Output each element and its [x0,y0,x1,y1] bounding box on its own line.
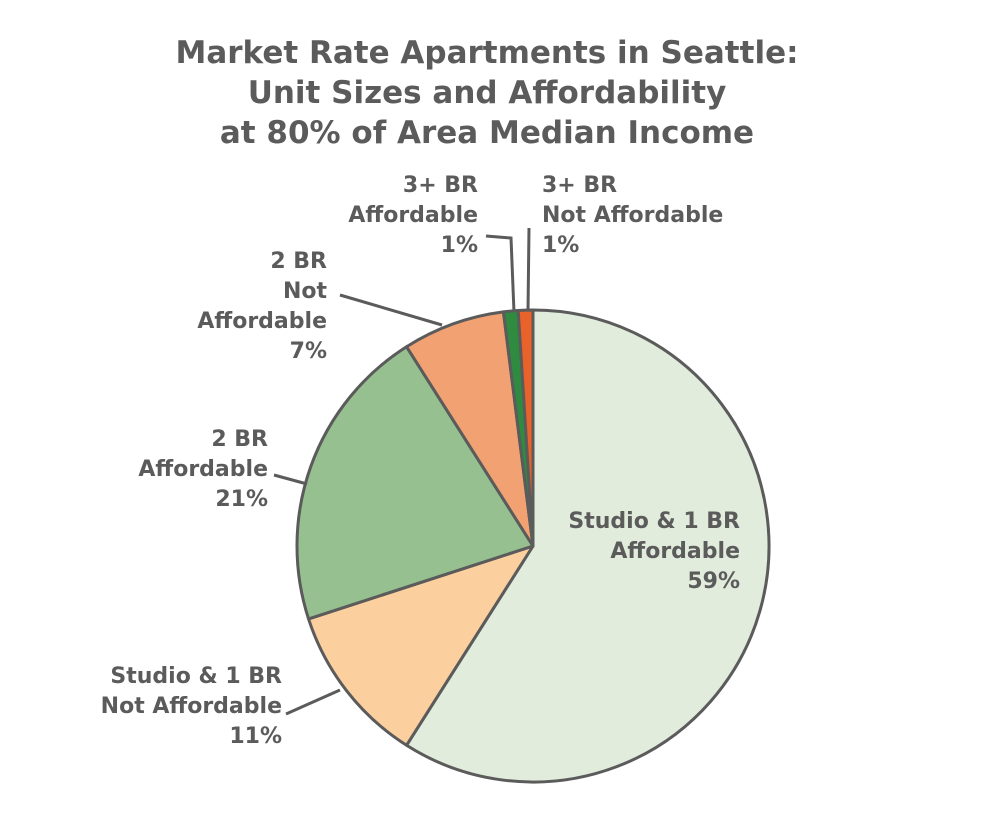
slice-label-line: Not Affordable [542,203,723,228]
chart-title-line: at 80% of Area Median Income [220,115,754,151]
leader-line [273,473,308,486]
slice-label-line: Affordable [138,457,268,482]
slice-label-line: 3+ BR [403,173,478,198]
pie-slice [516,308,535,548]
slice-value-label: 59% [687,569,740,594]
slice-value-label: 21% [215,487,268,512]
chart-title-line: Market Rate Apartments in Seattle: [175,35,798,71]
slice-label-line: 2 BR [211,427,268,452]
pie-slice [405,310,535,548]
chart-title: Market Rate Apartments in Seattle: Unit S… [175,35,798,151]
leader-lines [273,227,531,716]
leader-line [485,234,516,313]
slice-label: Studio & 1 BR Affordable 59% [568,509,740,594]
leader-line [526,227,531,312]
slice-value-label: 1% [542,233,579,258]
slice-value-label: 1% [441,233,478,258]
slice-label: 3+ BR Affordable 1% [348,173,478,258]
slice-label-line: Not Affordable [101,694,282,719]
slice-label-line: Not [283,279,328,304]
slice-label-line: Studio & 1 BR [110,664,282,689]
slice-label-line: 3+ BR [542,173,617,198]
pie-slice [295,345,535,621]
pie-slice [405,308,771,784]
slice-label: 3+ BR Not Affordable 1% [542,173,723,258]
slice-label: 2 BR Affordable 21% [138,427,268,512]
slice-label: Studio & 1 BR Not Affordable 11% [101,664,282,749]
slice-label: 2 BR Not Affordable 7% [197,249,327,364]
leader-line [285,688,341,716]
chart-title-line: Unit Sizes and Affordability [248,75,727,111]
slice-label-line: Affordable [348,203,478,228]
slice-label-line: Studio & 1 BR [568,509,740,534]
pie-slice [307,544,535,747]
slice-label-line: Affordable [610,539,740,564]
slice-value-label: 7% [290,339,327,364]
pie-slices [295,308,771,784]
slice-label-line: 2 BR [270,249,327,274]
slice-label-line: Affordable [197,309,327,334]
leader-line [339,293,443,327]
slice-labels: Studio & 1 BR Affordable 59% Studio & 1 BR N… [101,173,740,749]
slice-value-label: 11% [229,724,282,749]
